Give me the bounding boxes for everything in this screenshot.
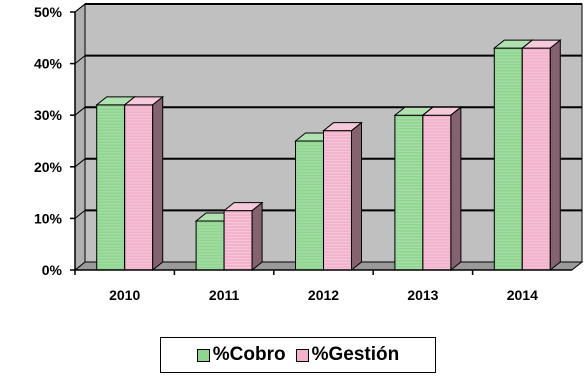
bar-gestion-2011 bbox=[222, 201, 264, 272]
legend-label-gestion: %Gestión bbox=[311, 344, 400, 365]
gridline-side bbox=[74, 158, 86, 168]
axes bbox=[70, 11, 572, 275]
x-tick-label: 2010 bbox=[109, 287, 140, 303]
x-tick-label: 2012 bbox=[308, 287, 339, 303]
bar-gestion-2014 bbox=[520, 39, 562, 272]
bar-gestion-2010 bbox=[123, 95, 165, 272]
legend-swatch-cobro bbox=[196, 348, 210, 362]
y-tick-label: 40% bbox=[34, 56, 63, 72]
y-axis-labels: 0% 10% 20% 30% 40% 50% bbox=[34, 4, 63, 278]
bar-gestion-2013 bbox=[421, 106, 463, 272]
legend-item-cobro: %Cobro bbox=[196, 344, 286, 366]
legend-swatch-gestion bbox=[295, 348, 309, 362]
bars bbox=[95, 39, 562, 272]
legend-label-cobro: %Cobro bbox=[212, 344, 286, 365]
x-tick-label: 2014 bbox=[507, 287, 538, 303]
gridline-side bbox=[74, 55, 86, 64]
y-tick-label: 10% bbox=[34, 210, 63, 226]
gridline-side bbox=[74, 106, 86, 116]
gridline-side bbox=[74, 210, 86, 219]
x-tick-label: 2013 bbox=[407, 287, 438, 303]
y-tick-label: 50% bbox=[34, 4, 63, 20]
y-tick-label: 0% bbox=[42, 262, 63, 278]
gridline-side bbox=[74, 3, 86, 13]
legend-item-gestion: %Gestión bbox=[295, 344, 400, 366]
bar-gestion-2012 bbox=[322, 121, 363, 272]
legend: %Cobro %Gestión bbox=[160, 337, 436, 373]
x-axis-labels: 2010 2011 2012 2013 2014 bbox=[109, 287, 538, 303]
y-tick-label: 20% bbox=[34, 159, 63, 175]
y-tick-label: 30% bbox=[34, 107, 63, 123]
x-tick-label: 2011 bbox=[209, 287, 240, 303]
plot-side-wall bbox=[74, 2, 86, 272]
